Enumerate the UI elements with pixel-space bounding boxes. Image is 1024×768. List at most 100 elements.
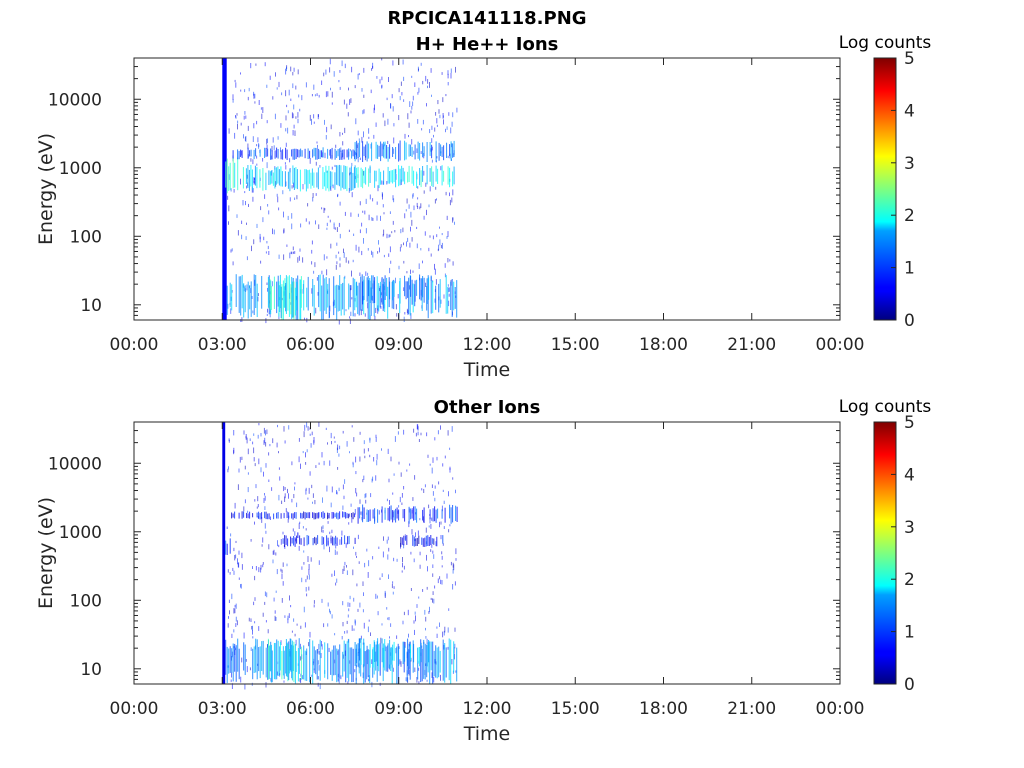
scatter-pixel: [266, 144, 268, 149]
scatter-pixel: [414, 82, 416, 87]
scatter-pixel: [288, 425, 290, 430]
band-stroke: [403, 535, 405, 546]
scatter-pixel: [227, 195, 229, 200]
scatter-pixel: [298, 545, 300, 551]
band-stroke: [419, 168, 421, 186]
scatter-pixel: [413, 205, 415, 211]
scatter-pixel: [327, 521, 329, 524]
scatter-pixel: [264, 194, 266, 199]
band-stroke: [356, 167, 358, 183]
band-stroke: [293, 641, 295, 682]
scatter-pixel: [330, 243, 332, 249]
scatter-pixel: [369, 437, 371, 443]
scatter-pixel: [408, 521, 410, 528]
scatter-pixel: [432, 457, 434, 463]
band-stroke: [315, 537, 317, 546]
band-stroke: [404, 509, 406, 522]
scatter-pixel: [349, 595, 351, 600]
scatter-pixel: [307, 497, 309, 500]
scatter-pixel: [232, 261, 234, 266]
band-stroke: [420, 170, 422, 188]
scatter-pixel: [335, 542, 337, 549]
scatter-pixel: [313, 121, 315, 124]
scatter-pixel: [454, 221, 455, 225]
scatter-pixel: [361, 88, 363, 92]
scatter-pixel: [298, 456, 300, 463]
band-stroke: [321, 150, 323, 158]
scatter-pixel: [286, 104, 288, 108]
scatter-pixel: [256, 223, 258, 228]
scatter-pixel: [308, 487, 310, 494]
scatter-pixel: [331, 486, 333, 493]
band-stroke: [437, 168, 439, 184]
scatter-pixel: [334, 570, 335, 576]
scatter-pixel: [294, 482, 296, 485]
scatter-pixel: [277, 540, 278, 547]
band-stroke: [303, 511, 305, 519]
band-stroke: [307, 276, 309, 311]
scatter-pixel: [289, 158, 291, 163]
band-stroke: [362, 281, 364, 305]
scatter-pixel: [368, 619, 370, 622]
band-stroke: [362, 169, 364, 189]
scatter-pixel: [377, 308, 379, 314]
scatter-pixel: [286, 244, 288, 247]
scatter-pixel: [261, 544, 263, 547]
band-stroke: [449, 144, 451, 157]
spectrogram-band: [354, 165, 455, 189]
band-stroke: [281, 171, 283, 187]
scatter-pixel: [235, 540, 237, 543]
band-stroke: [446, 142, 448, 158]
scatter-pixel: [453, 564, 455, 571]
scatter-pixel: [256, 155, 258, 159]
band-stroke: [422, 509, 424, 521]
scatter-pixel: [296, 502, 298, 508]
band-stroke: [375, 644, 377, 662]
band-stroke: [282, 646, 284, 676]
spectrogram-data: [222, 58, 458, 325]
scatter-pixel: [351, 425, 353, 428]
scatter-pixel: [390, 456, 392, 462]
scatter-pixel: [284, 440, 286, 444]
band-stroke: [354, 513, 356, 518]
scatter-pixel: [362, 609, 364, 613]
band-stroke: [262, 640, 264, 675]
scatter-pixel: [275, 72, 276, 77]
scatter-pixel: [235, 623, 237, 627]
scatter-pixel: [388, 77, 389, 82]
band-stroke: [299, 169, 301, 192]
scatter-pixel: [451, 659, 453, 665]
scatter-pixel: [355, 118, 357, 125]
scatter-pixel: [412, 95, 414, 101]
scatter-pixel: [371, 217, 373, 221]
scatter-pixel: [434, 585, 436, 589]
band-stroke: [453, 641, 455, 673]
scatter-pixel: [287, 110, 289, 114]
scatter-pixel: [345, 542, 347, 548]
band-stroke: [404, 140, 406, 161]
scatter-pixel: [454, 581, 456, 586]
scatter-pixel: [335, 582, 337, 586]
scatter-pixel: [443, 526, 445, 529]
band-stroke: [426, 142, 428, 162]
band-stroke: [452, 505, 454, 523]
band-stroke: [407, 281, 409, 298]
scatter-pixel: [403, 242, 404, 246]
scatter-pixel: [296, 623, 298, 626]
scatter-pixel: [432, 573, 434, 577]
band-stroke: [431, 166, 433, 186]
scatter-pixel: [339, 233, 341, 239]
scatter-pixel: [294, 531, 296, 536]
scatter-pixel: [403, 99, 405, 102]
band-stroke: [292, 148, 294, 160]
band-stroke: [405, 142, 407, 160]
scatter-pixel: [447, 155, 449, 159]
scatter-pixel: [253, 601, 255, 606]
scatter-pixel: [393, 198, 395, 203]
scatter-pixel: [410, 313, 412, 319]
scatter-pixel: [363, 67, 365, 73]
scatter-pixel: [231, 248, 233, 252]
scatter-pixel: [282, 190, 284, 195]
scatter-pixel: [402, 563, 403, 568]
band-stroke: [404, 275, 406, 297]
